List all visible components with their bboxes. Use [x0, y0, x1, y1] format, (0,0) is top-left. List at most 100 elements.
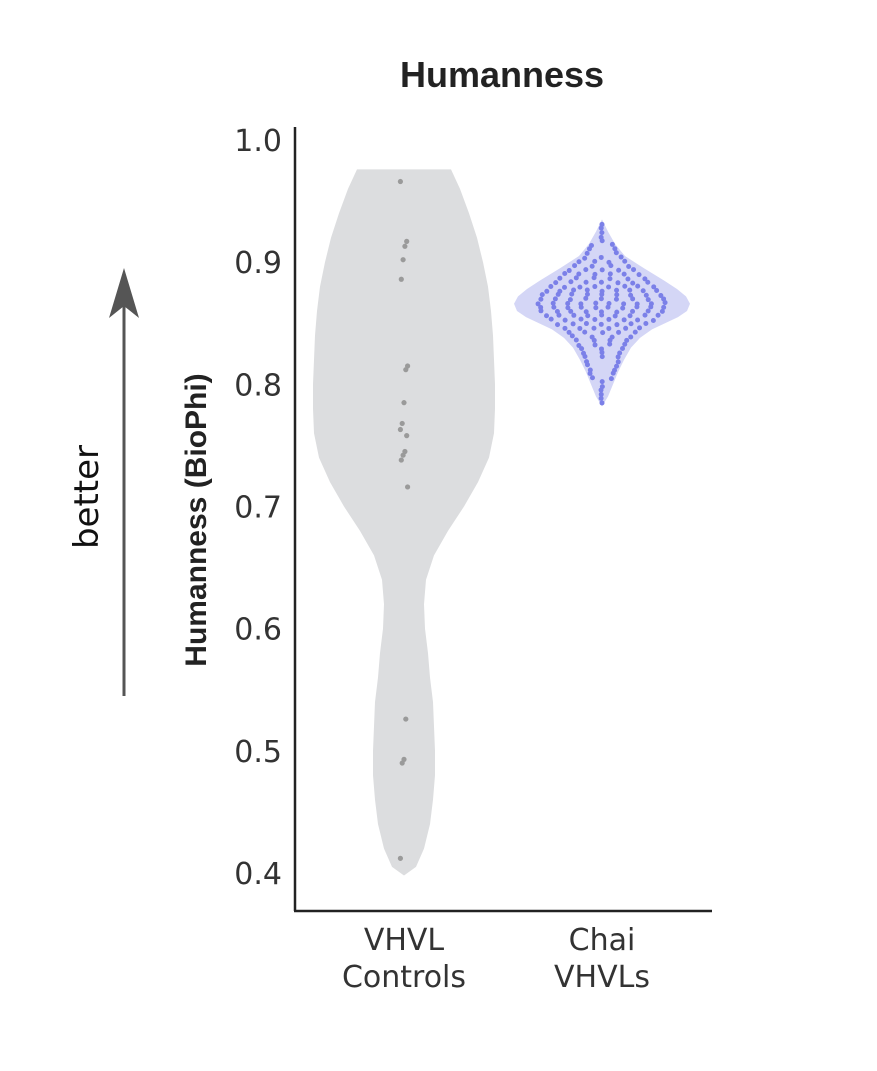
- data-point: [622, 341, 628, 347]
- data-point: [557, 275, 563, 281]
- data-point: [579, 346, 585, 352]
- data-point: [643, 320, 649, 326]
- data-point: [568, 279, 574, 285]
- data-point: [397, 178, 403, 185]
- data-point: [404, 433, 410, 439]
- data-point: [593, 305, 599, 311]
- data-point: [642, 312, 648, 318]
- data-point: [622, 258, 628, 264]
- data-point: [593, 300, 599, 306]
- better-arrow: [109, 268, 139, 696]
- data-point: [616, 329, 622, 335]
- data-point: [598, 391, 604, 397]
- data-point: [599, 267, 605, 273]
- data-point: [599, 354, 605, 360]
- data-point: [599, 349, 605, 355]
- data-point: [607, 337, 613, 343]
- data-point: [631, 267, 637, 273]
- data-point: [654, 288, 660, 294]
- data-point: [600, 330, 606, 336]
- data-point: [635, 283, 641, 289]
- data-point: [599, 291, 605, 297]
- data-point: [607, 276, 613, 282]
- data-point: [636, 272, 642, 278]
- arrow-up-icon: [109, 268, 139, 318]
- data-point: [640, 288, 646, 294]
- data-point: [555, 291, 561, 297]
- data-point: [586, 246, 592, 252]
- data-point: [584, 362, 590, 368]
- data-point: [576, 259, 582, 265]
- data-point: [398, 457, 404, 463]
- data-point: [610, 370, 616, 376]
- data-point: [539, 292, 545, 298]
- data-point: [583, 309, 589, 315]
- data-point: [655, 312, 661, 318]
- data-point: [662, 300, 668, 306]
- data-point: [616, 267, 622, 273]
- data-point: [621, 271, 627, 277]
- data-point: [598, 279, 604, 285]
- data-point: [551, 304, 557, 310]
- data-point: [598, 225, 604, 231]
- data-point: [613, 250, 619, 256]
- data-point: [405, 484, 411, 490]
- data-point: [599, 230, 605, 236]
- data-point: [544, 288, 550, 294]
- chart-title: Humanness: [400, 54, 604, 95]
- data-point: [548, 316, 554, 322]
- data-point: [404, 238, 410, 244]
- data-point: [584, 250, 590, 256]
- y-tick-label: 0.8: [234, 368, 282, 403]
- data-point: [592, 284, 598, 290]
- data-point: [566, 268, 572, 274]
- data-point: [591, 337, 597, 343]
- better-label: better: [67, 445, 107, 549]
- data-point: [567, 297, 573, 303]
- data-point: [583, 295, 589, 301]
- data-point: [562, 284, 568, 290]
- data-point: [552, 296, 558, 302]
- data-point: [568, 308, 574, 314]
- data-point: [623, 325, 629, 331]
- data-point: [565, 300, 571, 306]
- data-point: [570, 321, 576, 327]
- y-tick-label: 0.5: [234, 735, 282, 770]
- data-point: [538, 296, 544, 302]
- data-point: [630, 296, 636, 302]
- data-point: [645, 297, 651, 303]
- data-point: [400, 257, 406, 263]
- data-point: [606, 325, 612, 331]
- data-point: [632, 329, 638, 335]
- data-point: [651, 284, 657, 290]
- data-point: [399, 420, 405, 427]
- points-vhvl-controls: [397, 178, 411, 861]
- y-tick-label: 0.4: [234, 857, 282, 892]
- data-point: [642, 276, 648, 282]
- data-point: [622, 283, 628, 289]
- data-point: [605, 304, 611, 310]
- data-point: [577, 284, 583, 290]
- data-point: [615, 359, 621, 365]
- data-point: [397, 426, 403, 433]
- data-point: [637, 325, 643, 331]
- data-point: [585, 313, 591, 319]
- data-point: [599, 400, 605, 406]
- y-tick-label: 1.0: [234, 124, 282, 159]
- data-point: [587, 371, 593, 377]
- data-point: [583, 321, 589, 327]
- data-point: [607, 271, 613, 277]
- data-point: [598, 395, 604, 401]
- data-point: [571, 287, 577, 293]
- violin-vhvl-controls: [313, 169, 495, 876]
- data-point: [607, 341, 613, 347]
- data-point: [553, 280, 559, 286]
- y-tick-labels: 1.0 0.9 0.8 0.7 0.6 0.5 0.4: [234, 124, 282, 892]
- y-tick-label: 0.9: [234, 246, 282, 281]
- data-point: [621, 301, 627, 307]
- data-point: [598, 387, 604, 393]
- data-point: [612, 313, 618, 319]
- data-point: [550, 300, 556, 306]
- data-point: [562, 325, 568, 331]
- data-point: [544, 313, 550, 319]
